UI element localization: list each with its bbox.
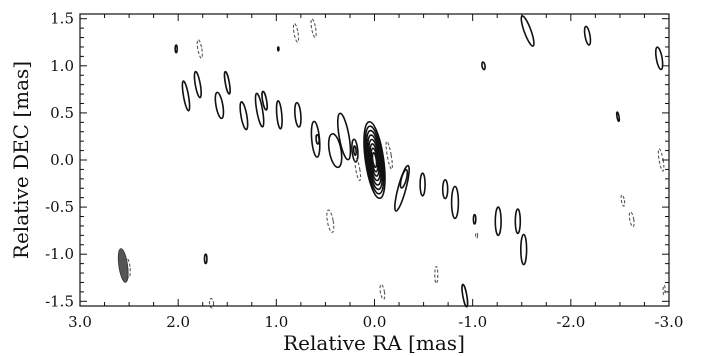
core-contour	[367, 138, 382, 182]
x-tick-label: 3.0	[68, 313, 92, 331]
negative-contour	[620, 194, 626, 207]
x-tick-label: -3.0	[655, 313, 684, 331]
beam-ellipse	[117, 248, 129, 283]
core-contour	[365, 129, 384, 191]
contour-component	[223, 70, 231, 95]
y-tick-label: 1.0	[50, 57, 74, 75]
x-tick-label: 1.0	[264, 313, 288, 331]
x-tick-labels: 3.0 2.0 1.0 0.0 -1.0 -2.0 -3.0	[68, 313, 683, 331]
contour-component	[261, 90, 268, 111]
core-contour	[364, 125, 385, 195]
contour-component	[394, 164, 410, 212]
x-axis-label: Relative RA [mas]	[283, 331, 465, 355]
negative-contour	[385, 140, 393, 170]
contour-component	[472, 213, 477, 225]
negative-contour	[125, 258, 131, 279]
y-tick-labels: 1.5 1.0 0.5 0.0 -0.5 -1.0 -1.5	[45, 10, 74, 311]
contour-component	[193, 70, 202, 99]
y-tick-label: -0.5	[45, 198, 74, 216]
contour-component	[461, 283, 469, 308]
negative-contour	[208, 297, 215, 309]
negative-contour	[475, 232, 479, 239]
contour-component	[203, 253, 208, 265]
y-tick-label: 1.5	[50, 10, 74, 28]
contour-component	[654, 46, 664, 71]
contour-component	[239, 101, 249, 131]
contour-component	[181, 80, 191, 112]
negative-contour	[628, 211, 635, 228]
negative-contour	[196, 39, 203, 59]
x-tick-label: 2.0	[166, 313, 190, 331]
negative-contour	[326, 209, 335, 233]
contour-component	[275, 99, 283, 130]
y-tick-label: -1.5	[45, 292, 74, 310]
negative-contour	[379, 283, 386, 300]
contour-component	[214, 91, 225, 120]
contour-component	[352, 145, 357, 157]
contour-component	[327, 133, 343, 169]
contour-component	[615, 111, 621, 123]
contour-component	[254, 92, 265, 128]
contour-component	[441, 179, 449, 200]
y-tick-label: 0.5	[50, 104, 74, 122]
tick-marks	[79, 14, 670, 306]
x-tick-label: -1.0	[458, 313, 487, 331]
core-contour	[371, 151, 378, 169]
core-contour	[363, 120, 386, 200]
negative-contour	[354, 157, 362, 182]
contour-component	[336, 112, 352, 161]
contour-component	[399, 168, 409, 189]
plot-frame	[79, 13, 670, 307]
contour-component	[583, 25, 592, 46]
negative-contour	[434, 265, 439, 284]
x-tick-label: -2.0	[556, 313, 585, 331]
contour-component	[419, 172, 426, 197]
contour-component	[494, 206, 502, 237]
contour-component	[294, 101, 302, 128]
negative-contour	[662, 284, 666, 296]
plot-background	[80, 14, 669, 306]
y-tick-label: 0.0	[50, 151, 74, 169]
y-tick-label: -1.0	[45, 245, 74, 263]
contour-component	[174, 44, 178, 54]
core-contour	[369, 143, 380, 177]
contour-component	[315, 133, 320, 145]
contour-component	[276, 46, 280, 52]
contour-component	[450, 185, 460, 220]
x-tick-label: 0.0	[363, 313, 387, 331]
core-contour	[370, 147, 379, 173]
contour-component	[514, 208, 522, 235]
contour-component	[481, 61, 486, 71]
contour-component	[519, 233, 528, 266]
y-axis-label: Relative DEC [mas]	[9, 61, 33, 259]
contour-component	[351, 138, 359, 163]
core-contour	[366, 134, 383, 186]
